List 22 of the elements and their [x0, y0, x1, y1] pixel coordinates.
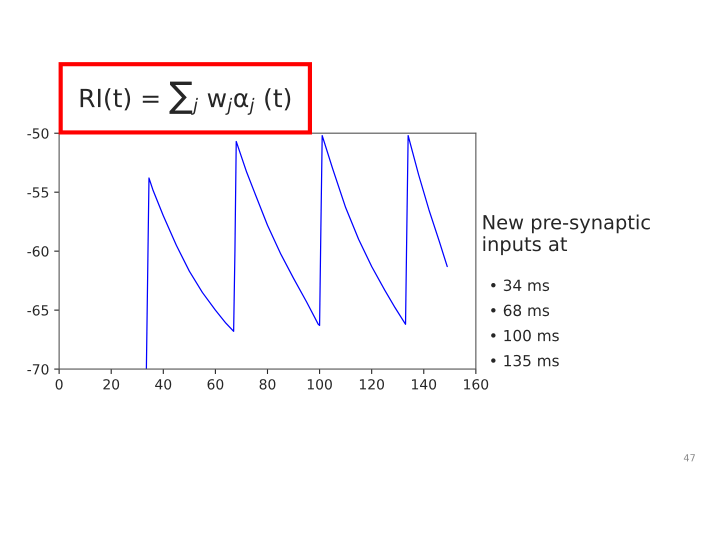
x-tick-label: 80: [260, 379, 276, 390]
x-tick-label: 160: [464, 379, 488, 390]
text: New pre-synaptic inputs at: [483, 214, 650, 256]
text: • 34 ms: [491, 280, 550, 292]
x-tick-label: 120: [360, 379, 384, 390]
y-tick-label: -55: [27, 187, 48, 198]
x-tick-label: 140: [412, 379, 436, 390]
y-tick-label: -65: [27, 305, 48, 316]
text: RI(t) = ∑$_{j}$ w$_{j}$α$_{j}$ (t): [80, 82, 290, 115]
x-tick-label: 100: [308, 379, 332, 390]
x-tick-label: 60: [208, 379, 224, 390]
y-tick-label: -70: [27, 364, 48, 375]
text: 47: [684, 454, 695, 462]
x-tick-label: 20: [103, 379, 120, 390]
y-tick-label: -60: [27, 246, 48, 257]
x-tick-label: 40: [155, 379, 172, 390]
text: • 68 ms: [491, 304, 550, 316]
text: • 100 ms: [491, 330, 559, 342]
x-tick-label: 0: [56, 379, 63, 390]
text: • 135 ms: [491, 354, 559, 366]
line-series: [146, 134, 448, 370]
y-tick-label: -50: [27, 128, 48, 139]
